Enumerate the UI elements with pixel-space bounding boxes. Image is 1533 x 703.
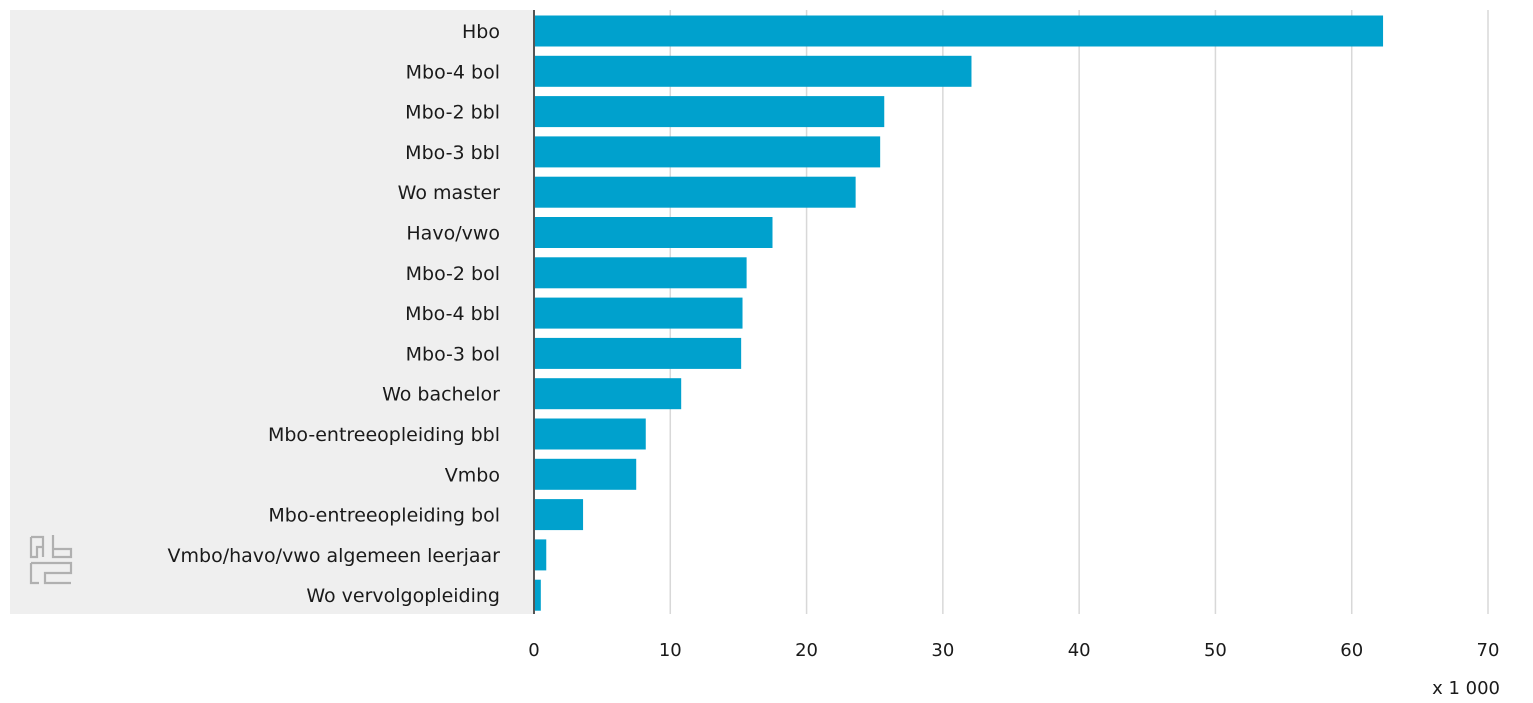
bar <box>535 176 856 208</box>
x-tick-labels: 0 10 20 30 40 50 60 70 <box>528 640 1499 661</box>
x-tick-label: 50 <box>1204 640 1227 661</box>
category-label: Mbo-4 bol <box>406 61 500 83</box>
bar <box>535 257 747 289</box>
bar <box>535 136 881 168</box>
bar <box>535 297 743 329</box>
category-label: Wo vervolgopleiding <box>306 585 500 607</box>
category-label: Hbo <box>462 21 500 43</box>
bar <box>535 217 773 248</box>
bar <box>535 458 637 490</box>
x-tick-label: 30 <box>931 640 954 661</box>
cbs-logo <box>29 535 73 585</box>
x-tick-label: 60 <box>1340 640 1363 661</box>
category-label: Mbo-3 bbl <box>405 142 500 164</box>
category-label: Vmbo/havo/vwo algemeen leerjaar <box>168 545 501 567</box>
category-label: Wo bachelor <box>382 384 500 406</box>
category-label: Mbo-2 bbl <box>405 102 500 124</box>
bar <box>535 55 972 87</box>
bar <box>535 499 584 531</box>
bar <box>535 96 885 128</box>
bar <box>535 579 541 611</box>
bar <box>535 539 547 571</box>
category-label: Mbo-2 bol <box>406 263 500 285</box>
category-label: Vmbo <box>445 464 500 486</box>
x-tick-label: 70 <box>1477 640 1500 661</box>
x-tick-label: 0 <box>528 640 539 661</box>
x-tick-label: 10 <box>659 640 682 661</box>
bars <box>535 15 1384 611</box>
x-tick-label: 20 <box>795 640 818 661</box>
category-label-panel <box>10 10 534 614</box>
x-tick-label: 40 <box>1068 640 1091 661</box>
category-label: Wo master <box>398 182 501 204</box>
unit-label: x 1 000 <box>1432 678 1500 699</box>
category-label: Mbo-3 bol <box>406 343 500 365</box>
bar <box>535 418 646 450</box>
category-label: Mbo-4 bbl <box>405 303 500 325</box>
bar <box>535 15 1384 47</box>
bar <box>535 378 682 410</box>
category-label: Havo/vwo <box>406 223 500 245</box>
bar <box>535 337 742 369</box>
category-labels: Hbo Mbo-4 bol Mbo-2 bbl Mbo-3 bbl Wo master H… <box>168 21 501 607</box>
category-label: Mbo-entreeopleiding bol <box>268 505 500 527</box>
category-label: Mbo-entreeopleiding bbl <box>268 424 500 446</box>
